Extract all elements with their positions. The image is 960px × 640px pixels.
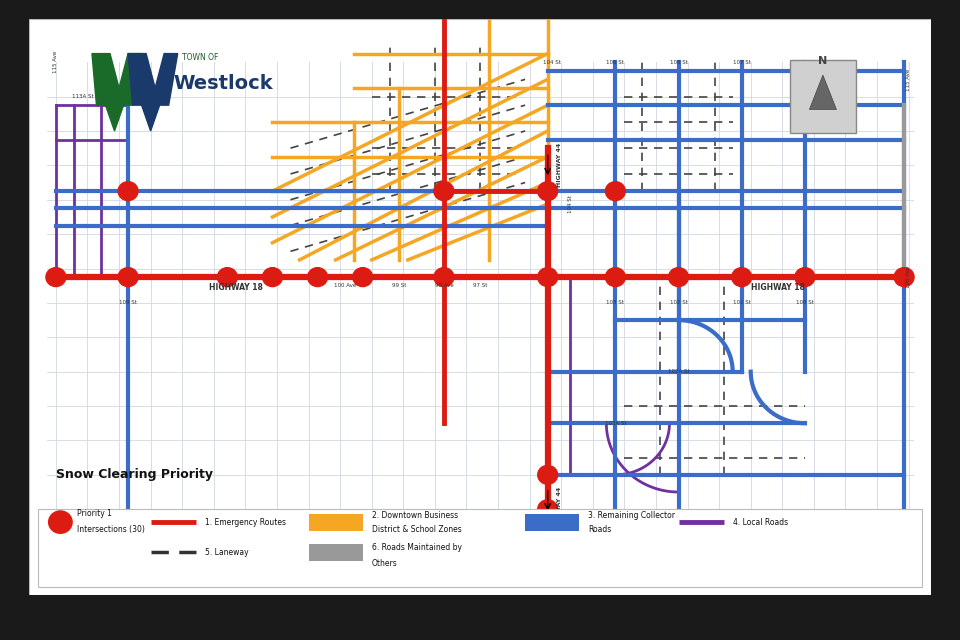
Circle shape	[434, 182, 454, 200]
Circle shape	[538, 268, 558, 287]
Text: 5. Laneway: 5. Laneway	[204, 548, 249, 557]
Text: 101 St: 101 St	[732, 300, 751, 305]
Circle shape	[307, 268, 327, 287]
Text: N: N	[818, 56, 828, 67]
Circle shape	[434, 268, 454, 287]
Circle shape	[118, 268, 138, 287]
Text: 100 St: 100 St	[796, 300, 814, 305]
Circle shape	[49, 511, 72, 533]
Text: Others: Others	[372, 559, 397, 568]
Text: 3. Remaining Collector: 3. Remaining Collector	[588, 511, 675, 520]
Circle shape	[606, 268, 625, 287]
Circle shape	[795, 268, 815, 287]
Text: 100 Ave: 100 Ave	[333, 284, 356, 288]
Text: 105 St: 105 St	[796, 60, 814, 65]
Text: 102A St: 102A St	[668, 369, 689, 374]
Text: Westlock: Westlock	[173, 74, 273, 93]
Circle shape	[352, 268, 372, 287]
Text: 109 St: 109 St	[119, 300, 137, 305]
Circle shape	[538, 182, 558, 200]
Bar	[37, 509, 923, 587]
Polygon shape	[92, 54, 141, 131]
Circle shape	[606, 182, 625, 200]
Circle shape	[538, 465, 558, 484]
Circle shape	[668, 268, 688, 287]
Text: 108 St: 108 St	[669, 60, 687, 65]
Text: 100 Ave: 100 Ave	[906, 266, 911, 288]
Text: 104 St: 104 St	[543, 60, 562, 65]
Text: 104 St: 104 St	[567, 195, 573, 213]
Text: 99 St: 99 St	[392, 284, 406, 288]
Text: 107 St: 107 St	[732, 60, 751, 65]
Text: 106 St: 106 St	[607, 60, 624, 65]
Text: 97 St: 97 St	[473, 284, 487, 288]
Text: Intersections (30): Intersections (30)	[77, 525, 145, 534]
Circle shape	[217, 268, 237, 287]
Text: 6. Roads Maintained by: 6. Roads Maintained by	[372, 543, 462, 552]
Polygon shape	[128, 54, 178, 131]
Circle shape	[262, 268, 282, 287]
Text: 115 Ave: 115 Ave	[906, 68, 911, 90]
Text: District & School Zones: District & School Zones	[372, 525, 462, 534]
Text: Roads: Roads	[588, 525, 612, 534]
Text: 103A St: 103A St	[605, 420, 626, 426]
Circle shape	[46, 268, 66, 287]
Text: 4. Local Roads: 4. Local Roads	[732, 518, 788, 527]
Text: Priority 1: Priority 1	[77, 509, 111, 518]
Text: 113A St: 113A St	[72, 94, 94, 99]
Bar	[308, 543, 363, 561]
Text: HIGHWAY 44: HIGHWAY 44	[557, 143, 562, 188]
Circle shape	[894, 268, 914, 287]
Text: HIGHWAY 18: HIGHWAY 18	[751, 283, 804, 292]
Bar	[308, 513, 363, 531]
Text: HIGHWAY 18: HIGHWAY 18	[209, 283, 263, 292]
Text: TOWN OF: TOWN OF	[182, 53, 219, 62]
Text: 98 Ave: 98 Ave	[435, 284, 453, 288]
Circle shape	[732, 268, 752, 287]
Text: 102 St: 102 St	[669, 300, 687, 305]
Text: HIGHWAY 44: HIGHWAY 44	[557, 487, 562, 531]
Text: 115 Ave: 115 Ave	[54, 51, 59, 74]
Polygon shape	[809, 75, 836, 109]
Text: 1. Emergency Routes: 1. Emergency Routes	[204, 518, 286, 527]
Text: 103 St: 103 St	[607, 300, 624, 305]
Circle shape	[118, 182, 138, 200]
Text: Snow Clearing Priority: Snow Clearing Priority	[56, 468, 213, 481]
FancyBboxPatch shape	[789, 60, 856, 132]
Circle shape	[538, 500, 558, 518]
Bar	[525, 513, 579, 531]
Text: 2. Downtown Business: 2. Downtown Business	[372, 511, 458, 520]
